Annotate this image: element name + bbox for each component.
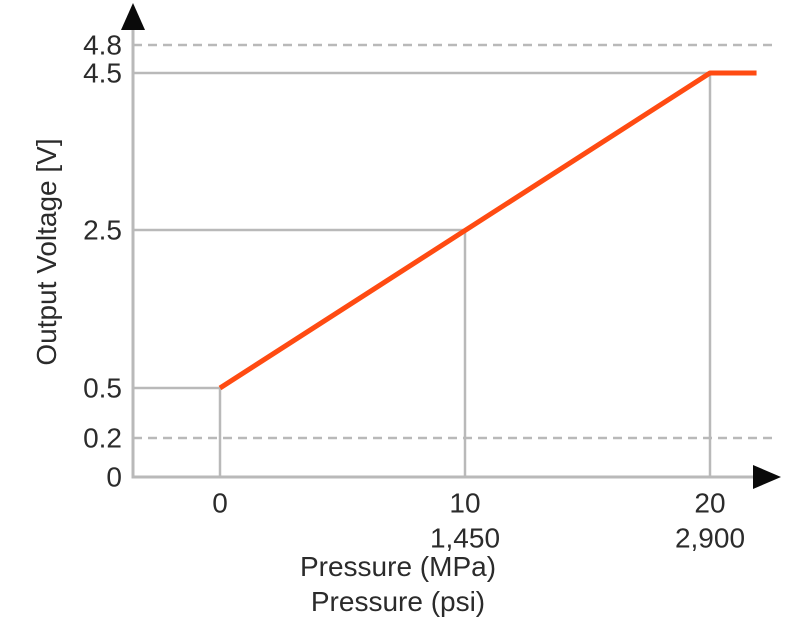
x-tick-label-psi: 1,450 — [430, 523, 500, 554]
y-tick-label: 0 — [106, 462, 122, 493]
x-tick-label-mpa: 20 — [694, 488, 725, 519]
x-tick-label-mpa: 10 — [449, 488, 480, 519]
x-axis-title-mpa: Pressure (MPa) — [299, 551, 497, 582]
y-tick-label: 4.8 — [83, 30, 122, 61]
x-tick-label-psi: 2,900 — [675, 523, 745, 554]
y-tick-label: 2.5 — [83, 215, 122, 246]
x-axis-title-psi: Pressure (psi) — [310, 586, 486, 617]
transfer-curve-line — [218, 70, 757, 391]
y-tick-label: 0.5 — [83, 373, 122, 404]
x-tick-label-mpa: 0 — [212, 488, 228, 519]
x-axis-arrow-icon — [753, 465, 781, 489]
y-axis-title: Output Voltage [V] — [31, 138, 62, 366]
y-tick-label: 4.5 — [83, 58, 122, 89]
y-axis-arrow-icon — [121, 3, 145, 30]
y-tick-label: 0.2 — [83, 423, 122, 454]
